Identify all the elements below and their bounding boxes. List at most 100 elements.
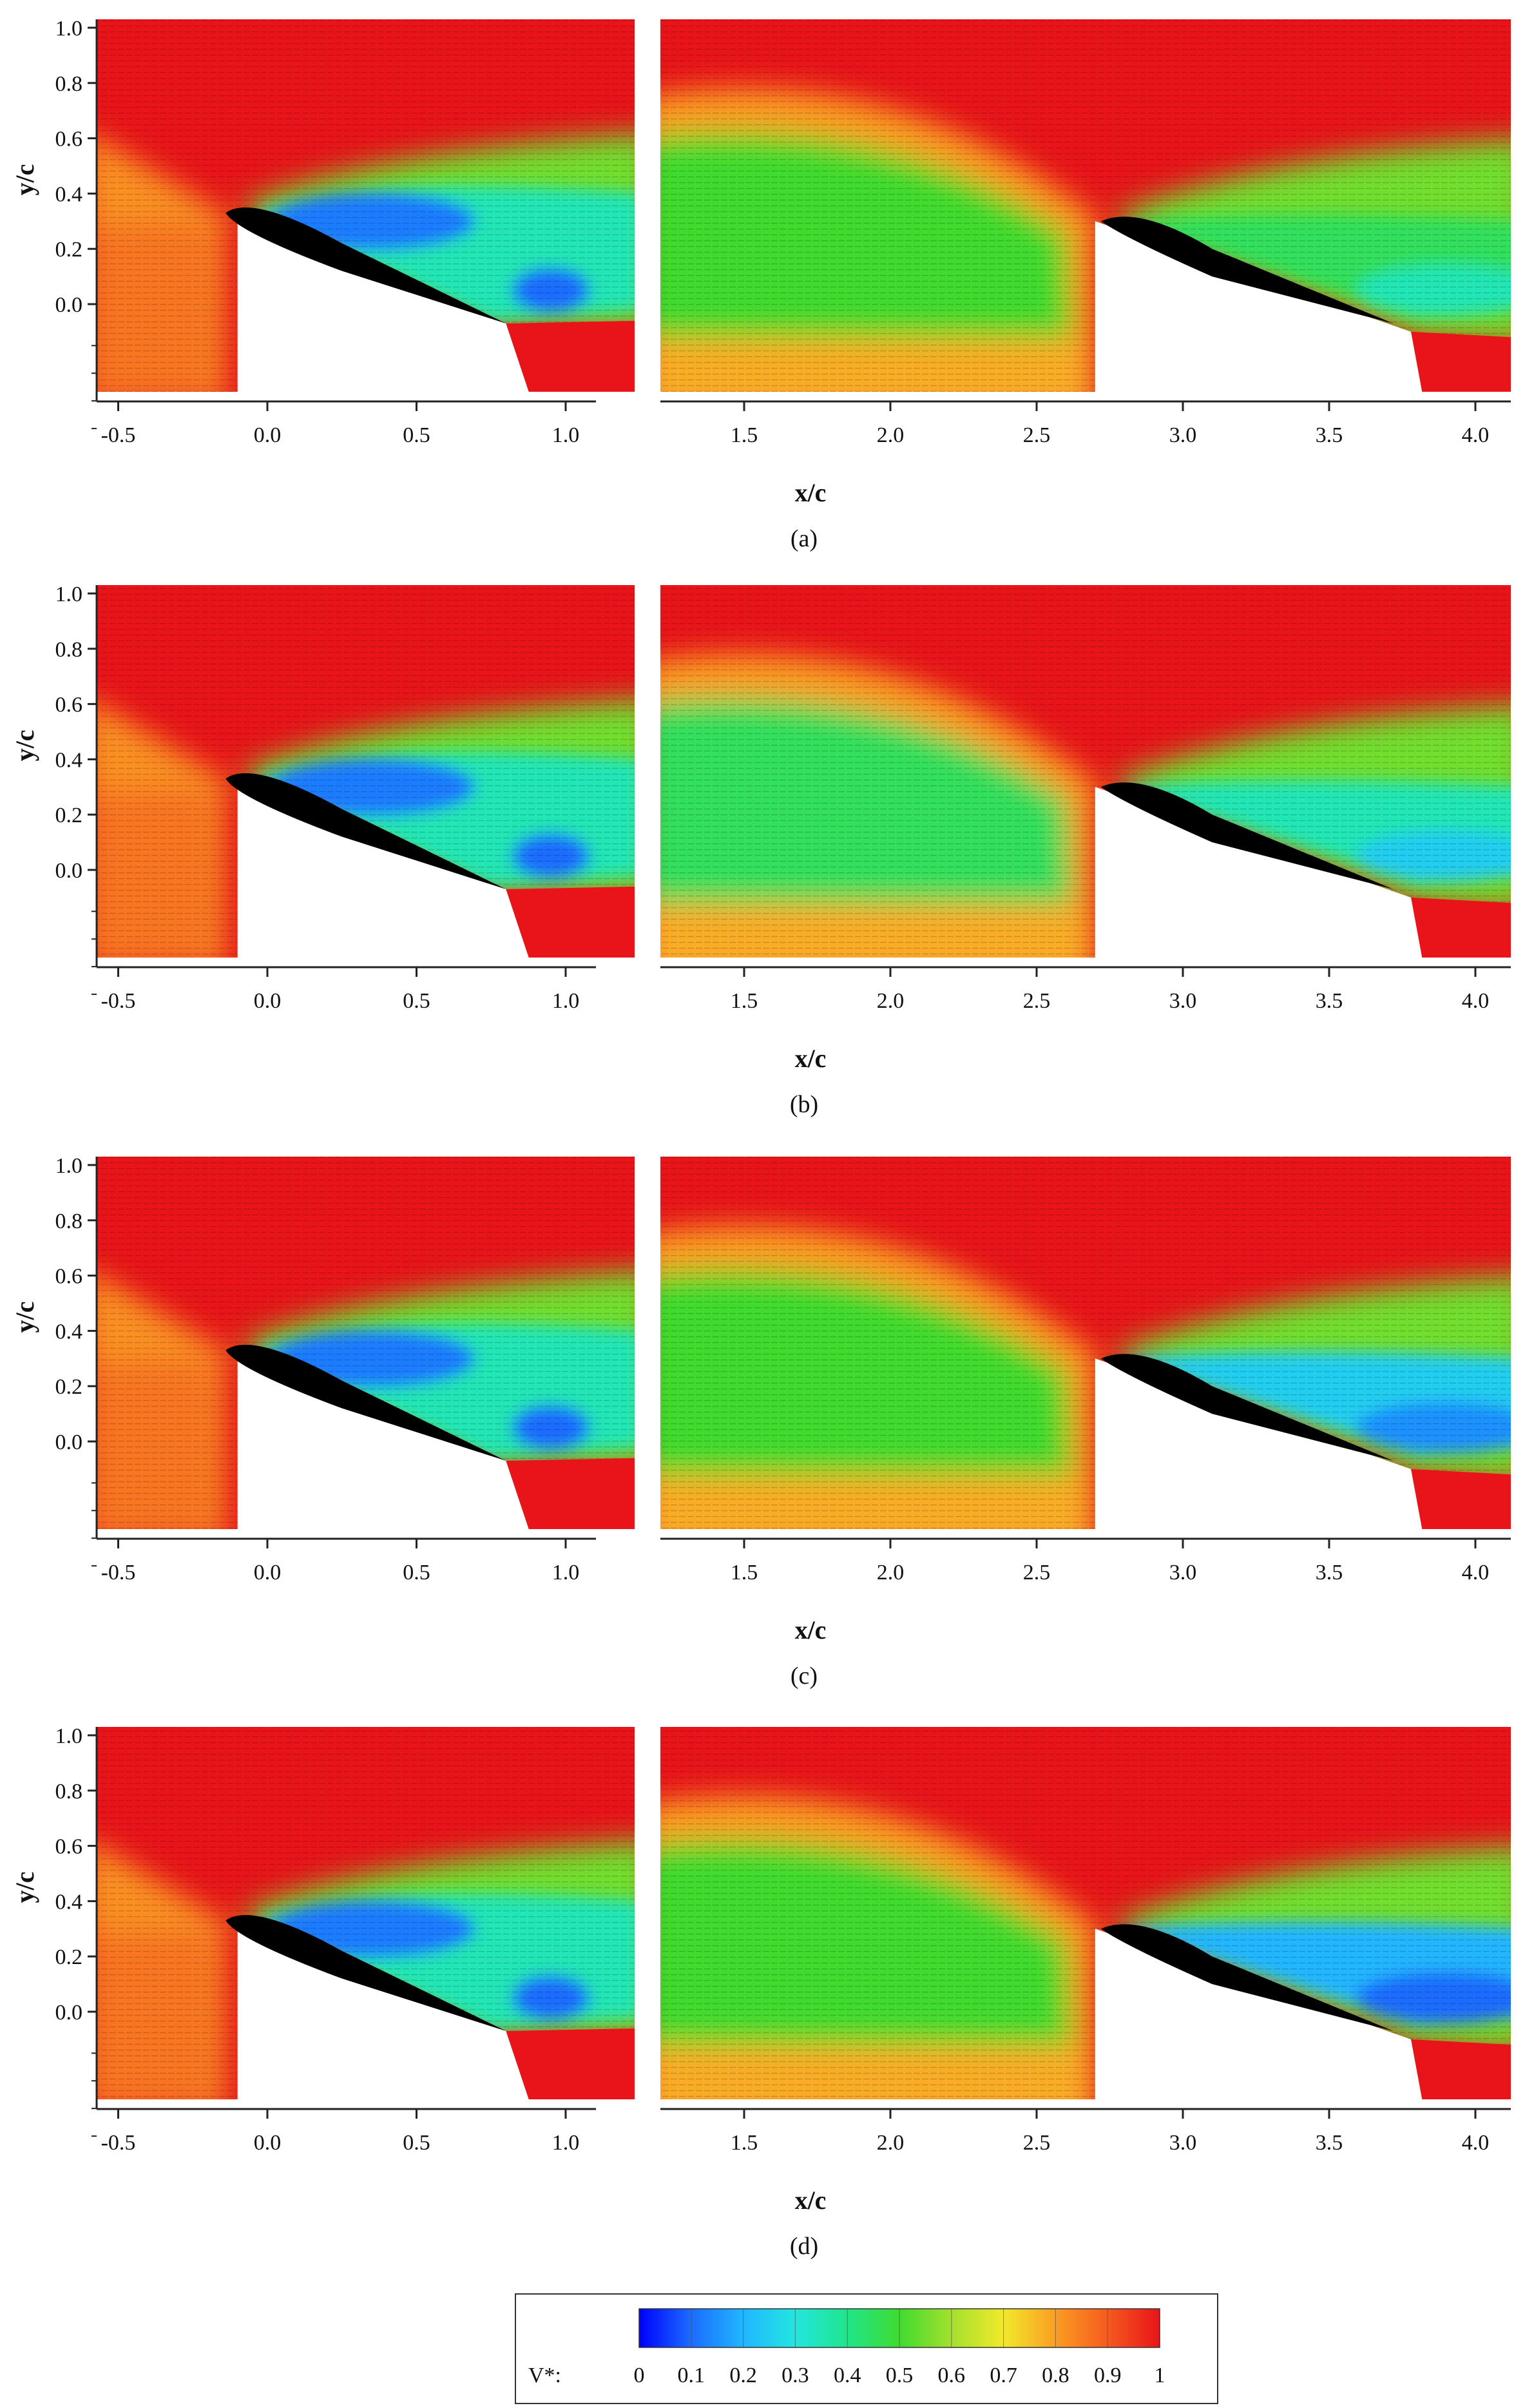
colorbar-tick-label: 0.3 (781, 2364, 809, 2387)
left-airfoil (225, 773, 506, 890)
left-x-tick-label: 0.0 (254, 1561, 282, 1584)
right-x-tick-label: 4.0 (1462, 989, 1490, 1013)
right-x-tick-label: 2.5 (1023, 1561, 1051, 1584)
right-x-tick-label: 3.0 (1169, 423, 1197, 447)
panel-d: 1.0 0.8 0.6 0.4 0.2 0.0 -0.5 0.0 0.5 1.0 y/c 1.5 2.0… (10, 1724, 1511, 2260)
colorbar-outline (638, 2308, 1160, 2348)
x-axis-label: x/c (795, 1615, 827, 1644)
right-field (660, 1727, 1511, 2099)
right-airfoil (1100, 782, 1394, 890)
left-x-tick-label: 0.5 (403, 423, 430, 447)
right-x-tick-label: 1.5 (731, 2131, 758, 2155)
left-x-tick-label: -0.5 (101, 423, 136, 447)
right-airfoil (1100, 1354, 1394, 1461)
panel-b: 1.0 0.8 0.6 0.4 0.2 0.0 -0.5 0.0 0.5 1.0 y/c 1.5 2.0… (10, 583, 1511, 1118)
right-x-tick-label: 2.5 (1023, 2131, 1051, 2155)
left-y-tick-label: 0.4 (55, 1890, 83, 1914)
colorbar-tick-label: 0.8 (1042, 2364, 1069, 2387)
panel-caption: (a) (791, 525, 818, 552)
left-x-tick-label: 0.5 (403, 1561, 430, 1584)
left-y-tick-label: 0.2 (55, 238, 83, 262)
colorbar-tick-label: 0.1 (678, 2364, 705, 2387)
x-axis-label: x/c (795, 1044, 827, 1073)
right-field (660, 585, 1511, 958)
right-x-tick-label: 2.5 (1023, 423, 1051, 447)
right-x-tick-label: 3.5 (1316, 2131, 1343, 2155)
left-y-tick-label: 0.0 (55, 293, 83, 317)
colorbar-tick-label: 0.6 (938, 2364, 966, 2387)
colorbar-label: V*: (528, 2364, 561, 2387)
right-x-tick-label: 4.0 (1462, 423, 1490, 447)
right-x-tick-label: 1.5 (731, 423, 758, 447)
left-y-tick-label: 0.8 (55, 72, 83, 96)
left-y-tick-label: 0.8 (55, 638, 83, 662)
right-x-tick-label: 3.0 (1169, 989, 1197, 1013)
panel-c: 1.0 0.8 0.6 0.4 0.2 0.0 -0.5 0.0 0.5 1.0 y/c 1.5 2.0… (10, 1154, 1511, 1690)
left-x-tick-label: 0.5 (403, 2131, 430, 2155)
colorbar-tick-label: 0.7 (990, 2364, 1017, 2387)
left-x-tick-label: 0.0 (254, 2131, 282, 2155)
right-field (660, 1157, 1511, 1529)
y-axis-label: y/c (10, 164, 39, 196)
left-y-tick-label: 1.0 (55, 583, 83, 606)
right-x-tick-label: 2.0 (877, 2131, 905, 2155)
right-x-tick-label: 3.5 (1316, 1561, 1343, 1584)
right-field (660, 19, 1511, 392)
right-x-tick-label: 3.5 (1316, 989, 1343, 1013)
y-axis-label: y/c (10, 1302, 39, 1333)
right-x-tick-label: 2.5 (1023, 989, 1051, 1013)
left-shadow-mask (237, 1929, 529, 2099)
left-shadow-mask (237, 221, 529, 392)
right-x-tick-label: 2.0 (877, 989, 905, 1013)
left-y-tick-label: 0.2 (55, 804, 83, 827)
left-x-tick-label: 1.0 (552, 2131, 580, 2155)
left-y-tick-label: 0.6 (55, 1265, 83, 1289)
panel-caption: (c) (791, 1662, 818, 1690)
left-x-tick-label: 1.0 (552, 1561, 580, 1584)
right-shadow-mask (1095, 787, 1423, 958)
panels-root: 1.0 0.8 0.6 0.4 0.2 0.0 -0.5 0.0 0.5 1.0 y/c 1.5 2.0… (10, 17, 1511, 2260)
left-x-tick-label: 0.5 (403, 989, 430, 1013)
left-field (97, 1157, 635, 1529)
left-y-tick-label: 0.6 (55, 128, 83, 151)
left-y-tick-label: 0.6 (55, 1835, 83, 1859)
left-wake-free (506, 320, 635, 392)
left-y-tick-label: 0.0 (55, 1430, 83, 1454)
x-axis-label: x/c (795, 2186, 827, 2215)
left-wake-free (506, 2028, 635, 2099)
colorbar: V*: 0 0.1 0.2 0.3 0.4 0.5 0.6 0.7 0.8 0.9 1 (515, 2293, 1218, 2404)
left-airfoil (225, 1915, 506, 2032)
left-x-tick-label: 0.0 (254, 423, 282, 447)
left-airfoil (225, 1345, 506, 1461)
left-y-tick-label: 1.0 (55, 1724, 83, 1748)
panel-caption: (b) (790, 1091, 818, 1118)
right-x-tick-label: 4.0 (1462, 2131, 1490, 2155)
colorbar-tick-label: 1 (1155, 2364, 1165, 2387)
x-axis-label: x/c (795, 478, 827, 507)
left-y-tick-label: 0.4 (55, 1320, 83, 1344)
left-y-tick-label: 0.4 (55, 748, 83, 772)
left-field (97, 1727, 635, 2099)
left-y-tick-label: 0.2 (55, 1945, 83, 1969)
right-wake-free (1411, 1469, 1511, 1529)
right-x-tick-label: 2.0 (877, 1561, 905, 1584)
left-field (97, 19, 635, 392)
left-airfoil (225, 207, 506, 324)
right-shadow-mask (1095, 221, 1423, 392)
colorbar-tick-label: 0.2 (729, 2364, 757, 2387)
left-y-tick-label: 0.4 (55, 182, 83, 206)
colorbar-tick-label: 0.5 (886, 2364, 914, 2387)
colorbar-tick-label: 0.9 (1094, 2364, 1122, 2387)
right-x-tick-label: 3.5 (1316, 423, 1343, 447)
right-wake-free (1411, 2039, 1511, 2099)
colorbar-tick-label: 0.4 (834, 2364, 861, 2387)
left-x-tick-label: 0.0 (254, 989, 282, 1013)
panel-caption: (d) (790, 2233, 818, 2260)
left-y-tick-label: 0.2 (55, 1375, 83, 1399)
left-x-tick-label: 1.0 (552, 989, 580, 1013)
left-x-tick-label: -0.5 (101, 2131, 136, 2155)
y-axis-label: y/c (10, 1872, 39, 1903)
left-y-tick-label: 0.8 (55, 1780, 83, 1804)
left-y-tick-label: 0.0 (55, 2001, 83, 2025)
